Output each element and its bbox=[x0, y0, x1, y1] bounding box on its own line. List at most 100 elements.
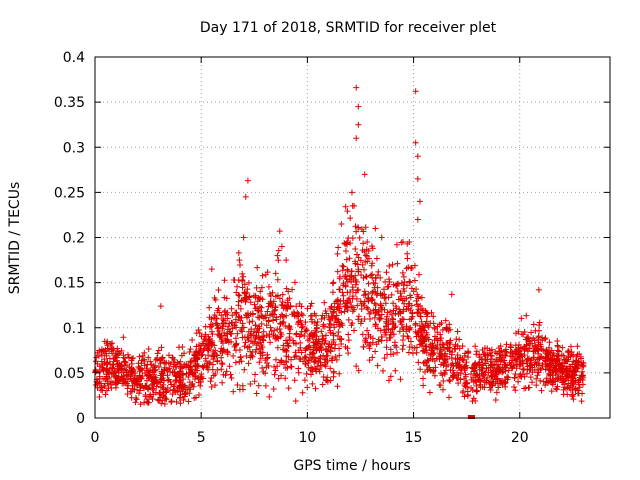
data-point bbox=[234, 330, 241, 337]
data-point bbox=[293, 340, 300, 347]
data-point bbox=[427, 355, 434, 362]
data-point bbox=[448, 361, 455, 368]
data-point bbox=[552, 375, 559, 382]
data-point bbox=[481, 379, 488, 386]
data-point bbox=[259, 272, 266, 279]
data-point bbox=[461, 382, 468, 389]
data-point bbox=[224, 326, 231, 333]
data-point bbox=[540, 378, 547, 385]
data-point bbox=[469, 398, 476, 405]
data-point bbox=[147, 391, 154, 398]
data-point bbox=[476, 359, 483, 366]
data-point bbox=[297, 344, 304, 351]
data-point bbox=[135, 360, 142, 367]
data-point bbox=[438, 320, 445, 327]
data-point bbox=[234, 382, 241, 389]
data-point bbox=[103, 371, 110, 378]
data-point bbox=[399, 269, 406, 276]
data-point bbox=[383, 318, 390, 325]
data-point bbox=[411, 277, 418, 284]
data-point bbox=[503, 341, 510, 348]
data-point bbox=[297, 331, 304, 338]
data-point bbox=[273, 316, 280, 323]
data-point bbox=[420, 347, 427, 354]
data-point bbox=[392, 310, 399, 317]
data-point bbox=[270, 385, 277, 392]
data-point bbox=[509, 350, 516, 357]
data-point bbox=[321, 323, 328, 330]
data-point bbox=[344, 278, 351, 285]
data-point-peak bbox=[355, 121, 362, 128]
data-point bbox=[266, 393, 273, 400]
data-point bbox=[255, 382, 262, 389]
data-point bbox=[206, 336, 213, 343]
data-point bbox=[427, 341, 434, 348]
data-point bbox=[121, 358, 128, 365]
data-point bbox=[251, 378, 258, 385]
data-point bbox=[310, 332, 317, 339]
data-point bbox=[260, 315, 267, 322]
data-point bbox=[427, 320, 434, 327]
data-point bbox=[407, 324, 414, 331]
data-point bbox=[326, 340, 333, 347]
data-point bbox=[305, 343, 312, 350]
data-point-peak bbox=[208, 266, 215, 273]
data-point bbox=[295, 318, 302, 325]
data-point bbox=[411, 344, 418, 351]
data-point bbox=[334, 332, 341, 339]
data-point bbox=[318, 315, 325, 322]
data-point bbox=[212, 382, 219, 389]
data-point bbox=[214, 307, 221, 314]
data-point bbox=[344, 208, 351, 215]
data-point bbox=[512, 371, 519, 378]
data-point bbox=[451, 371, 458, 378]
data-point bbox=[303, 370, 310, 377]
data-point-peak bbox=[242, 193, 249, 200]
data-point bbox=[157, 394, 164, 401]
data-point bbox=[542, 335, 549, 342]
data-point bbox=[171, 369, 178, 376]
data-point bbox=[274, 363, 281, 370]
data-point bbox=[112, 373, 119, 380]
data-point bbox=[522, 345, 529, 352]
data-point bbox=[438, 335, 445, 342]
data-point bbox=[293, 352, 300, 359]
data-point bbox=[559, 379, 566, 386]
data-point bbox=[256, 359, 263, 366]
data-point bbox=[334, 304, 341, 311]
data-point bbox=[379, 306, 386, 313]
data-point bbox=[512, 342, 519, 349]
data-point bbox=[252, 348, 259, 355]
data-point bbox=[299, 312, 306, 319]
data-point bbox=[305, 364, 312, 371]
data-point bbox=[284, 342, 291, 349]
data-point bbox=[119, 374, 126, 381]
data-point bbox=[258, 342, 265, 349]
data-point bbox=[322, 345, 329, 352]
data-point bbox=[490, 368, 497, 375]
data-point bbox=[238, 314, 245, 321]
data-point bbox=[298, 349, 305, 356]
data-point bbox=[248, 338, 255, 345]
data-point bbox=[502, 346, 509, 353]
data-point bbox=[337, 301, 344, 308]
data-point bbox=[244, 286, 251, 293]
data-point bbox=[555, 376, 562, 383]
data-point bbox=[378, 311, 385, 318]
data-point bbox=[247, 311, 254, 318]
data-point bbox=[99, 346, 106, 353]
data-point bbox=[344, 266, 351, 273]
data-point bbox=[245, 279, 252, 286]
data-point bbox=[372, 280, 379, 287]
data-point bbox=[298, 303, 305, 310]
data-point bbox=[391, 324, 398, 331]
data-point bbox=[267, 339, 274, 346]
data-point bbox=[326, 324, 333, 331]
data-point bbox=[442, 317, 449, 324]
data-point bbox=[191, 358, 198, 365]
data-point bbox=[499, 352, 506, 359]
data-point bbox=[549, 381, 556, 388]
data-point bbox=[488, 346, 495, 353]
data-point bbox=[171, 381, 178, 388]
data-point bbox=[416, 271, 423, 278]
